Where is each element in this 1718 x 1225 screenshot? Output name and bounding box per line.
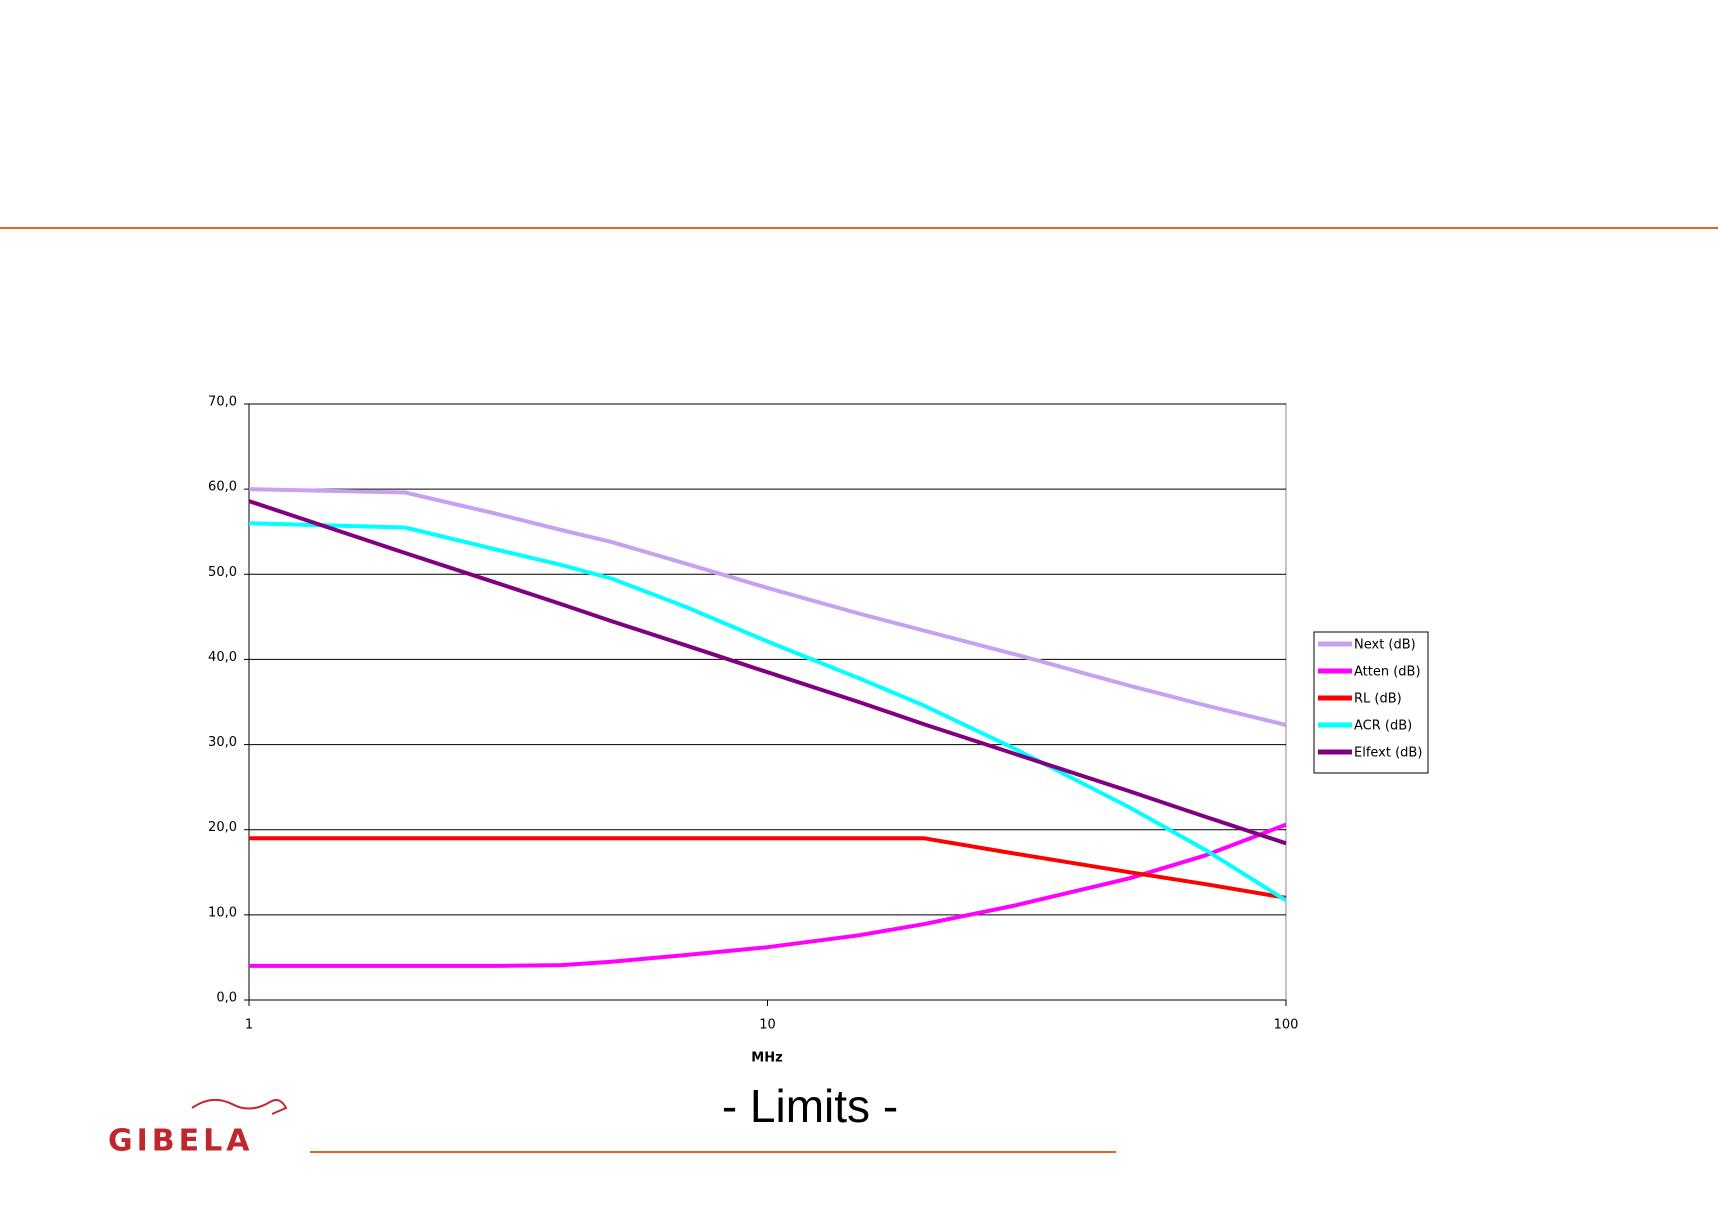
y-tick-label: 30,0: [208, 735, 237, 750]
x-tick-label: 10: [759, 1018, 776, 1033]
series-line: [248, 487, 1287, 727]
y-tick-label: 40,0: [208, 650, 237, 665]
series-line: [248, 499, 1287, 846]
x-tick-label: 1: [245, 1018, 253, 1033]
chart-title: - Limits -: [722, 1080, 898, 1132]
legend-label: Next (dB): [1354, 638, 1416, 653]
series-line: [248, 521, 1288, 903]
y-tick-label: 10,0: [208, 905, 237, 920]
x-axis-label: MHz: [751, 1051, 782, 1066]
y-tick-label: 0,0: [216, 991, 237, 1006]
y-tick-label: 20,0: [208, 820, 237, 835]
legend-label: Elfext (dB): [1354, 746, 1422, 761]
series-line: [249, 836, 1287, 900]
x-tick-label: 100: [1274, 1018, 1299, 1033]
y-tick-label: 70,0: [208, 395, 237, 410]
y-tick-label: 60,0: [208, 480, 237, 495]
legend-label: RL (dB): [1354, 692, 1402, 707]
y-tick-label: 50,0: [208, 565, 237, 580]
logo: GIBELA: [108, 1124, 253, 1159]
series-line: [249, 822, 1287, 968]
legend-label: Atten (dB): [1354, 665, 1421, 680]
logo-mark: [191, 1098, 288, 1115]
legend-label: ACR (dB): [1354, 719, 1412, 734]
